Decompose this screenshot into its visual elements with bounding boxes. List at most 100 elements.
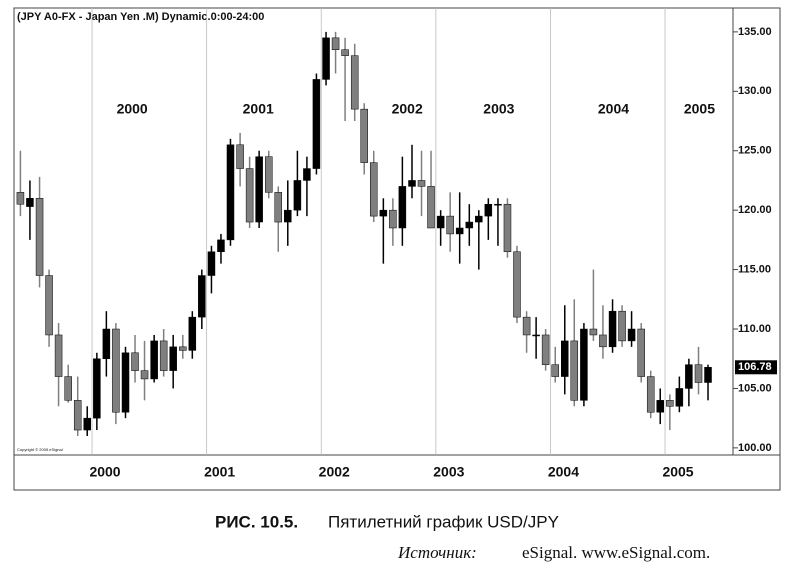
candle-body bbox=[503, 203, 512, 253]
candle-body bbox=[637, 328, 645, 377]
candle-body bbox=[293, 180, 302, 211]
candle-body bbox=[159, 340, 168, 371]
caption-label: РИС. 10.5. bbox=[215, 512, 298, 531]
candle-body bbox=[675, 388, 684, 407]
candle-body bbox=[541, 334, 550, 365]
candle-body bbox=[236, 144, 244, 169]
year-annotation: 2000 bbox=[117, 101, 148, 117]
candle-body bbox=[589, 328, 598, 336]
last-price-label: 106.78 bbox=[738, 361, 772, 373]
candle-body bbox=[322, 37, 330, 80]
x-tick-label: 2002 bbox=[319, 464, 350, 480]
candle-body bbox=[169, 346, 177, 371]
candle-body bbox=[131, 352, 139, 371]
candle-body bbox=[245, 168, 254, 223]
y-tick-label: 100.00 bbox=[738, 442, 772, 454]
y-tick-label: 120.00 bbox=[738, 204, 772, 216]
candle-body bbox=[408, 180, 416, 187]
year-annotation: 2002 bbox=[392, 101, 423, 117]
candle-body bbox=[561, 340, 569, 377]
candle-body bbox=[475, 215, 483, 223]
year-annotation: 2005 bbox=[684, 101, 715, 117]
candle-body bbox=[341, 49, 349, 56]
source-label: Источник: bbox=[397, 543, 477, 562]
candle-body bbox=[198, 275, 206, 318]
candle-body bbox=[140, 370, 149, 380]
candle-body bbox=[93, 358, 101, 419]
candle-body bbox=[627, 328, 636, 342]
candle-body bbox=[436, 215, 445, 229]
candle-body bbox=[312, 79, 321, 169]
candle-body bbox=[704, 367, 712, 383]
candle-body bbox=[580, 328, 588, 401]
candle-body bbox=[255, 156, 263, 223]
candle-body bbox=[121, 352, 130, 413]
candle-body bbox=[217, 239, 225, 253]
candle-body bbox=[685, 364, 693, 389]
candle-body bbox=[398, 186, 407, 229]
candle-body bbox=[666, 400, 674, 407]
candle-body bbox=[599, 334, 607, 348]
y-tick-label: 130.00 bbox=[738, 85, 772, 97]
year-annotation: 2003 bbox=[483, 101, 514, 117]
candle-body bbox=[551, 364, 560, 377]
candle-body bbox=[369, 162, 378, 217]
candle-body bbox=[331, 37, 340, 50]
chart-title: (JPY A0-FX - Japan Yen .M) Dynamic.0:00-… bbox=[17, 11, 264, 23]
x-tick-label: 2004 bbox=[548, 464, 579, 480]
candle-body bbox=[360, 108, 368, 163]
candle-body bbox=[45, 275, 53, 336]
candle-body bbox=[532, 334, 540, 337]
x-tick-label: 2003 bbox=[433, 464, 464, 480]
candle-body bbox=[150, 340, 158, 380]
candle-body bbox=[446, 215, 454, 235]
candle-body bbox=[64, 376, 72, 401]
candle-body bbox=[54, 334, 63, 377]
candle-body bbox=[608, 310, 617, 348]
candle-body bbox=[656, 400, 664, 413]
candle-body bbox=[226, 144, 235, 241]
candle-body bbox=[284, 209, 292, 223]
y-tick-label: 115.00 bbox=[738, 263, 771, 275]
candle-body bbox=[35, 198, 44, 276]
x-tick-label: 2000 bbox=[89, 464, 120, 480]
candle-body bbox=[102, 328, 111, 359]
candle-body bbox=[694, 364, 703, 383]
candle-body bbox=[73, 400, 82, 431]
x-tick-label: 2005 bbox=[662, 464, 693, 480]
candle-body bbox=[494, 203, 502, 206]
candle-body bbox=[417, 180, 426, 187]
candle-body bbox=[522, 316, 531, 336]
y-tick-label: 110.00 bbox=[738, 323, 771, 335]
year-annotation: 2001 bbox=[243, 101, 274, 117]
y-tick-label: 105.00 bbox=[738, 382, 772, 394]
y-tick-label: 125.00 bbox=[738, 145, 772, 157]
candle-body bbox=[455, 227, 464, 235]
candle-body bbox=[83, 417, 91, 431]
y-tick-label: 135.00 bbox=[738, 26, 772, 38]
candle-body bbox=[646, 376, 655, 413]
candle-body bbox=[188, 316, 197, 351]
candle-body bbox=[427, 186, 435, 229]
candle-body bbox=[207, 251, 216, 276]
candle-body bbox=[484, 203, 493, 217]
x-tick-label: 2001 bbox=[204, 464, 235, 480]
copyright: Copyright © 2005 eSignal bbox=[17, 447, 63, 452]
candle-body bbox=[179, 346, 187, 351]
caption-text: Пятилетний график USD/JPY bbox=[328, 512, 559, 531]
year-annotation: 2004 bbox=[598, 101, 629, 117]
candle-body bbox=[303, 168, 311, 181]
candle-body bbox=[379, 209, 388, 217]
candle-body bbox=[465, 221, 474, 229]
candle-body bbox=[16, 192, 25, 205]
candle-body bbox=[389, 209, 397, 229]
chart-frame bbox=[13, 7, 781, 491]
candle-body bbox=[570, 340, 579, 401]
source-text: eSignal. www.eSignal.com. bbox=[522, 543, 710, 562]
candle-body bbox=[112, 328, 120, 413]
candle-body bbox=[265, 156, 273, 193]
candle-body bbox=[618, 310, 626, 342]
last-price-box bbox=[735, 360, 777, 375]
